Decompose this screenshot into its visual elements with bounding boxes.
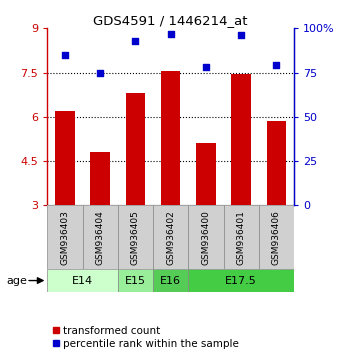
Bar [118,269,153,292]
Point [203,64,209,70]
Title: GDS4591 / 1446214_at: GDS4591 / 1446214_at [93,14,248,27]
Point [168,31,173,36]
Bar [232,74,251,205]
Text: E14: E14 [72,275,93,286]
Bar [47,205,82,269]
Bar [223,205,259,269]
Point [133,38,138,44]
Text: GSM936405: GSM936405 [131,210,140,265]
Bar [153,269,188,292]
Point [239,33,244,38]
Bar [196,143,216,205]
Text: GSM936402: GSM936402 [166,210,175,264]
Text: age: age [7,275,28,286]
Point [62,52,68,58]
Bar [126,93,145,205]
Legend: transformed count, percentile rank within the sample: transformed count, percentile rank withi… [52,326,239,349]
Point [274,63,279,68]
Point [97,70,103,75]
Text: E15: E15 [125,275,146,286]
Bar [267,121,286,205]
Bar [161,71,180,205]
Bar [91,152,110,205]
Bar [118,205,153,269]
Bar [82,205,118,269]
Text: GSM936404: GSM936404 [96,210,105,264]
Text: GSM936403: GSM936403 [61,210,69,265]
Bar [55,111,75,205]
Bar [259,205,294,269]
Bar [188,269,294,292]
Bar [188,205,223,269]
Text: GSM936401: GSM936401 [237,210,246,265]
Text: E17.5: E17.5 [225,275,257,286]
Text: GSM936400: GSM936400 [201,210,211,265]
Text: E16: E16 [160,275,181,286]
Bar [153,205,188,269]
Bar [47,269,118,292]
Text: GSM936406: GSM936406 [272,210,281,265]
